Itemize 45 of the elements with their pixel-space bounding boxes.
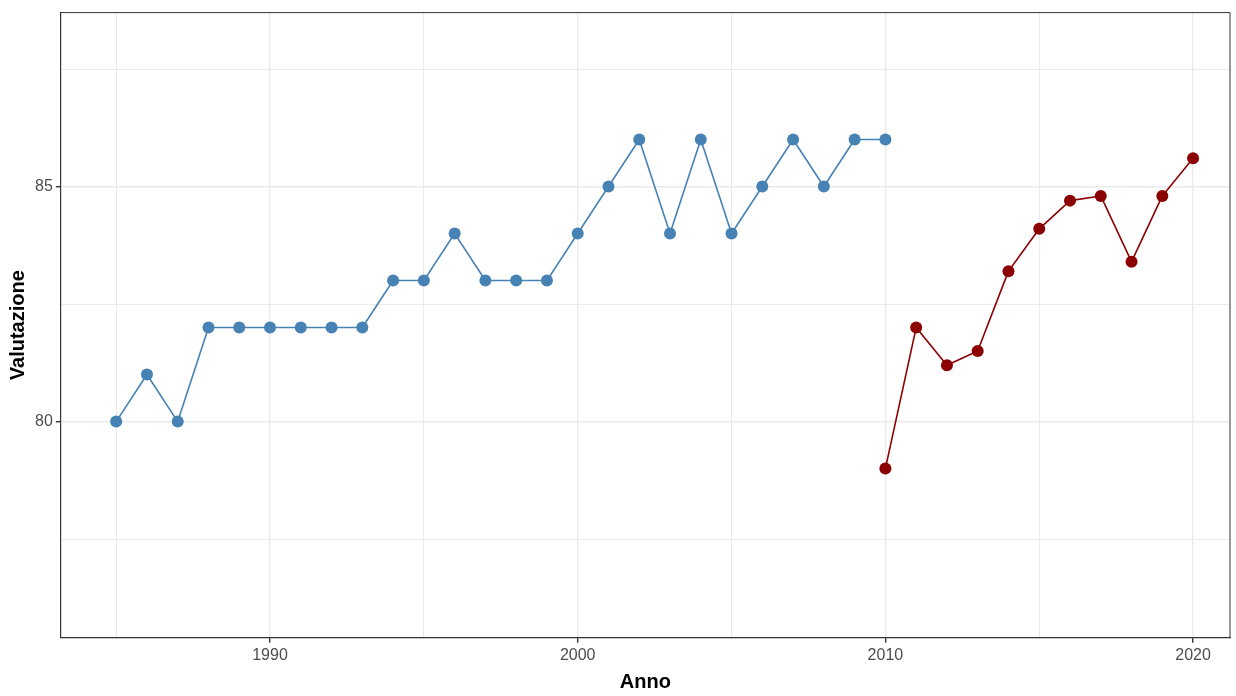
point: [202, 321, 215, 334]
point: [879, 133, 892, 146]
point: [110, 415, 123, 428]
point: [971, 345, 984, 358]
point: [694, 133, 707, 146]
point: [233, 321, 246, 334]
point: [1094, 189, 1107, 202]
point: [787, 133, 800, 146]
point: [848, 133, 861, 146]
point: [387, 274, 400, 287]
x-tick-label: 2020: [1175, 645, 1211, 663]
x-axis-title: Anno: [619, 669, 671, 692]
point: [664, 227, 677, 240]
y-tick-label: 80: [35, 411, 53, 429]
point: [1125, 255, 1138, 268]
point: [1187, 152, 1200, 165]
y-axis-title: Valutazione: [5, 270, 28, 381]
point: [448, 227, 461, 240]
point: [879, 462, 892, 475]
point: [571, 227, 584, 240]
point: [479, 274, 492, 287]
point: [602, 180, 615, 193]
point: [417, 274, 430, 287]
x-tick-label: 2000: [559, 645, 596, 663]
point: [817, 180, 830, 193]
point: [140, 368, 153, 381]
point: [356, 321, 369, 334]
point: [171, 415, 184, 428]
point: [725, 227, 738, 240]
point: [1156, 189, 1169, 202]
point: [940, 359, 953, 372]
point: [540, 274, 553, 287]
point: [1064, 194, 1076, 207]
point: [756, 180, 769, 193]
point: [510, 274, 523, 287]
point: [633, 133, 646, 146]
point: [264, 321, 277, 334]
x-tick-label: 1990: [252, 645, 288, 663]
y-tick-label: 85: [35, 176, 53, 194]
point: [325, 321, 338, 334]
point: [1033, 222, 1046, 235]
x-tick-label: 2010: [867, 645, 904, 663]
point: [910, 321, 923, 334]
point: [294, 321, 307, 334]
point: [1002, 265, 1015, 278]
